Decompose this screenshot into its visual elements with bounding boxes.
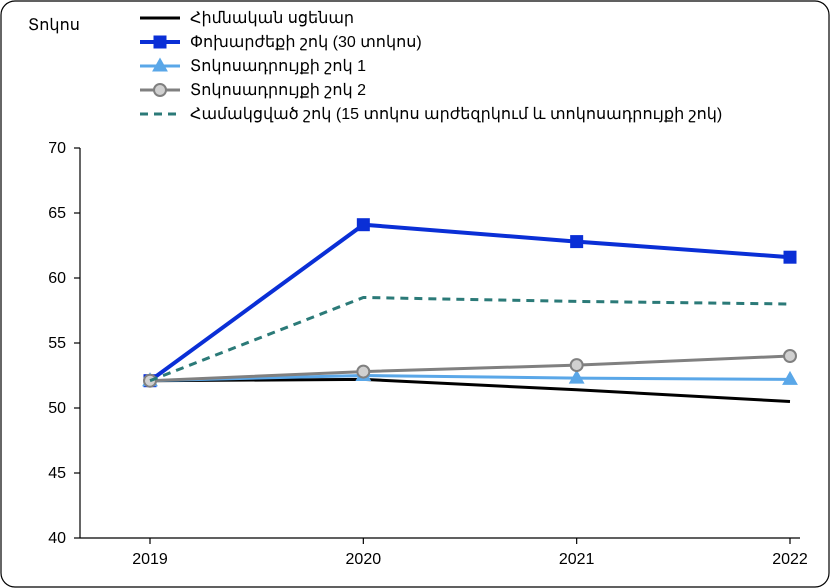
legend-label: Փոխարժեքի շոկ (30 տոկոս) (190, 34, 422, 51)
legend-label: Տոկոսադրույքի շոկ 2 (190, 82, 366, 99)
y-axis-label: Տոկոս (28, 17, 80, 34)
legend-label: Հիմնական սցենար (190, 10, 354, 27)
legend-label: Տոկոսադրույքի շոկ 1 (190, 58, 366, 75)
y-tick-label: 45 (48, 465, 66, 482)
chart-container: 40 45 50 55 60 65 70 Տոկոս 2019 2020 2021 2022 Հիմնա… (0, 0, 830, 588)
y-tick-label: 60 (48, 270, 66, 287)
legend-label: Համակցված շոկ (15 տոկոս արժեզրկում և տոկ… (190, 106, 722, 123)
y-tick-label: 65 (48, 205, 66, 222)
x-tick-label: 2019 (132, 551, 168, 568)
y-tick-label: 40 (48, 530, 66, 547)
line-chart: 40 45 50 55 60 65 70 Տոկոս 2019 2020 2021 2022 Հիմնա… (0, 0, 830, 588)
x-tick-label: 2021 (559, 551, 595, 568)
y-tick-label: 70 (48, 140, 66, 157)
y-tick-label: 50 (48, 400, 66, 417)
x-tick-label: 2020 (346, 551, 382, 568)
y-tick-label: 55 (48, 335, 66, 352)
x-tick-label: 2022 (772, 551, 808, 568)
